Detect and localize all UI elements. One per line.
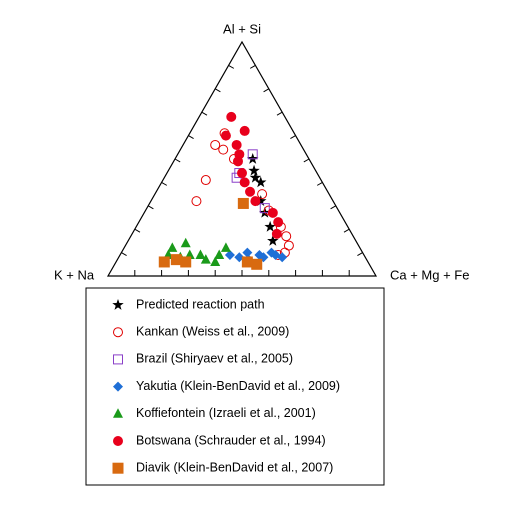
legend-marker	[113, 381, 123, 392]
data-point	[210, 256, 221, 266]
legend: Predicted reaction path Kankan (Weiss et …	[112, 297, 340, 474]
tick-mark	[188, 135, 194, 140]
legend-marker	[113, 327, 123, 338]
data-point	[158, 256, 170, 268]
data-point	[220, 130, 231, 141]
data-point	[259, 203, 270, 214]
data-point	[255, 176, 267, 188]
data-point	[251, 258, 263, 270]
data-point	[214, 249, 225, 259]
right-vertex-label: Ca + Mg + Fe	[390, 267, 469, 282]
top-vertex-label: Al + Si	[223, 21, 261, 36]
data-point	[195, 249, 206, 259]
tick-mark	[276, 111, 283, 116]
data-point	[283, 240, 294, 251]
legend-box	[85, 287, 385, 486]
tick-mark	[161, 181, 168, 186]
tick-mark	[303, 158, 310, 163]
legend-label: Diavik (Klein-BenDavid et al., 2007)	[136, 460, 333, 474]
data-point	[239, 125, 250, 136]
data-point	[224, 249, 235, 260]
data-point	[167, 242, 178, 252]
data-point	[248, 164, 260, 176]
data-point	[218, 144, 229, 155]
legend-label: Predicted reaction path	[136, 297, 265, 311]
tick-mark	[357, 252, 363, 257]
data-point	[234, 252, 245, 263]
tick-mark	[249, 64, 256, 69]
data-point	[191, 196, 202, 207]
data-point	[239, 177, 250, 188]
legend-marker	[113, 436, 123, 446]
data-point	[220, 242, 231, 252]
data-point	[200, 254, 211, 264]
data-point	[226, 111, 237, 122]
legend-label: Kankan (Weiss et al., 2009)	[136, 324, 289, 338]
data-point	[277, 252, 288, 263]
data-point	[247, 149, 258, 160]
tick-mark	[174, 158, 181, 163]
data-point	[180, 237, 191, 248]
tick-mark	[316, 181, 323, 186]
data-point	[273, 217, 284, 228]
legend-marker	[112, 299, 124, 310]
data-point	[210, 139, 221, 150]
data-point	[255, 195, 267, 206]
legend-marker	[112, 462, 124, 474]
data-point	[245, 186, 256, 197]
data-point	[180, 256, 192, 268]
tick-mark	[201, 111, 208, 116]
data-point	[267, 207, 278, 218]
data-point	[267, 234, 279, 246]
tick-mark	[290, 135, 296, 140]
data-point	[231, 139, 242, 150]
tick-mark	[134, 228, 141, 233]
data-point	[237, 168, 247, 179]
legend-marker	[113, 354, 123, 365]
data-point	[232, 156, 243, 167]
legend-label: Brazil (Shiryaev et al., 2005)	[136, 352, 293, 366]
data-point	[271, 228, 282, 239]
tick-mark	[121, 252, 127, 257]
tick-mark	[147, 205, 154, 210]
legend-marker	[113, 408, 123, 418]
legend-label: Koffiefontein (Izraeli et al., 2001)	[136, 406, 316, 420]
data-point	[200, 175, 211, 186]
legend-label: Botswana (Schrauder et al., 1994)	[136, 433, 326, 447]
data-point	[281, 231, 292, 242]
tick-mark	[330, 205, 337, 210]
legend-label: Yakutia (Klein-BenDavid et al., 2009)	[136, 379, 340, 393]
data-point	[264, 220, 276, 232]
tick-mark	[343, 228, 350, 233]
data-point	[242, 247, 253, 258]
data-point	[257, 189, 268, 200]
data-point	[237, 197, 249, 209]
left-vertex-label: K + Na	[54, 267, 95, 282]
tick-mark	[214, 88, 221, 93]
data-point	[170, 254, 182, 266]
data-point	[249, 171, 262, 183]
tick-mark	[263, 88, 270, 93]
tick-mark	[228, 64, 235, 69]
data-point	[241, 256, 253, 268]
data-point	[250, 196, 261, 207]
